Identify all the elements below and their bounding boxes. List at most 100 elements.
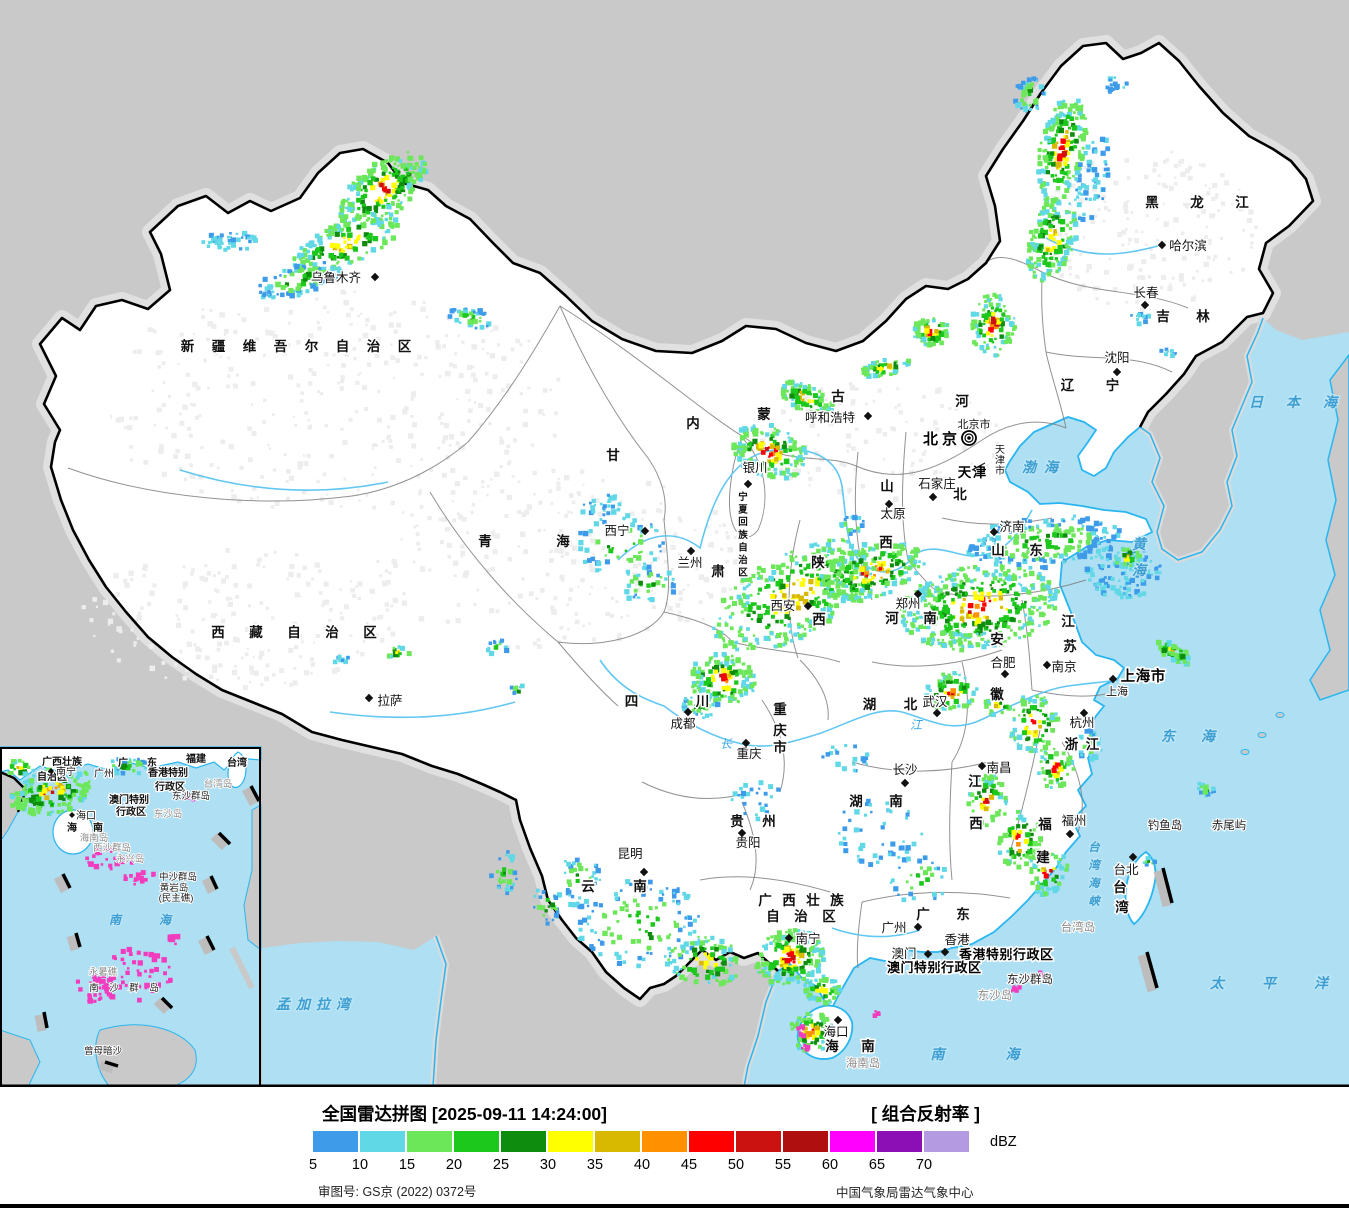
inset-taiwan — [227, 751, 247, 789]
inset-label: 香港特别 — [148, 766, 188, 779]
province-label: 云南 — [581, 878, 647, 894]
map-title: 全国雷达拼图 [2025-09-11 14:24:00] — [322, 1104, 607, 1124]
city-marker — [69, 812, 75, 818]
city-marker — [1140, 300, 1150, 310]
city-marker — [932, 708, 942, 718]
province-label: 自治区 — [766, 908, 836, 924]
city-marker — [743, 479, 753, 489]
city-marker — [913, 922, 923, 932]
sea-label: 渤海 — [1022, 459, 1061, 475]
foreign-coastline — [432, 935, 447, 1087]
province-label: 浙江 — [1065, 736, 1100, 752]
province-label: 庆 — [773, 722, 787, 738]
river-label: 江 — [910, 718, 924, 732]
municipality-label: 北京 — [923, 430, 957, 448]
inset-label: 海 — [67, 821, 77, 834]
city-label: 贵阳 — [735, 836, 760, 850]
city-marker — [1108, 674, 1118, 684]
legend-value: 25 — [492, 1157, 510, 1173]
city-marker — [683, 707, 693, 717]
legend-value: 45 — [680, 1157, 698, 1173]
province-label: 广东 — [916, 906, 970, 922]
legend-segment — [360, 1131, 405, 1152]
city-label: 香港 — [944, 933, 970, 947]
legend-segment — [454, 1131, 499, 1152]
municipality-label: 上海市 — [1121, 667, 1166, 685]
legend-segment — [501, 1131, 546, 1152]
ryukyu-island — [1275, 712, 1285, 718]
inset-label: 南沙群岛 — [89, 982, 159, 994]
small-place-label: 北京市 — [958, 417, 991, 431]
province-label: 西藏自治区 — [211, 624, 377, 640]
city-marker — [784, 933, 794, 943]
city-label: 太原 — [880, 506, 905, 521]
city-label: 海口 — [823, 1024, 848, 1039]
city-label: 台北 — [1113, 862, 1139, 877]
inset-label: 黄岩岛 — [160, 882, 189, 894]
province-label: 北 — [953, 487, 967, 502]
tianjin-leader-line — [971, 462, 986, 471]
credit-label: 中国气象局雷达气象中心 — [836, 1186, 974, 1200]
radar-echoes — [201, 76, 1216, 1053]
ryukyu-island — [1257, 732, 1267, 738]
city-marker — [737, 828, 747, 838]
legend-value: 5 — [308, 1157, 318, 1173]
province-label: 四川 — [625, 694, 710, 709]
legend-value: 40 — [633, 1157, 651, 1173]
city-label: 兰州 — [677, 556, 702, 570]
province-label: 山东 — [991, 542, 1043, 558]
province-label: 广西壮族 — [758, 892, 844, 908]
province-label: 西 — [812, 612, 826, 627]
inset-label: (民主礁) — [159, 892, 194, 904]
legend-value: 15 — [398, 1157, 416, 1173]
map-license-number: 审图号: GS京 (2022) 0372号 — [318, 1185, 477, 1199]
municipality-label: 天津 — [958, 464, 987, 480]
city-label: 武汉 — [922, 695, 948, 709]
province-label: 湖北 — [863, 697, 918, 712]
province-label: 新疆维吾尔自治区 — [181, 338, 412, 354]
city-marker — [1128, 852, 1138, 862]
inset-label: 海南岛 — [80, 832, 109, 844]
legend-segment — [924, 1131, 969, 1152]
legend-unit: dBZ — [990, 1134, 1017, 1150]
province-label: 福 — [1037, 816, 1052, 832]
legend-segment — [830, 1131, 875, 1152]
city-label: 澳门 — [891, 946, 916, 961]
city-marker — [48, 768, 54, 774]
sea-label: 黄海 — [1132, 536, 1149, 578]
island-label: 赤尾屿 — [1212, 819, 1247, 832]
city-marker — [686, 546, 696, 556]
city-label: 南京 — [1051, 659, 1076, 674]
province-label: 安 — [990, 631, 1004, 647]
legend-value: 60 — [821, 1157, 839, 1173]
legend-value: 50 — [727, 1157, 745, 1173]
inset-label: 澳门特别 — [109, 793, 149, 806]
inset-label: 东 — [147, 756, 157, 769]
province-label: 江 — [968, 773, 982, 789]
city-marker — [940, 947, 950, 957]
inset-malay — [0, 1029, 41, 1087]
sea-label: 孟加拉湾 — [276, 996, 353, 1012]
province-label: 贵州 — [730, 813, 776, 829]
city-label: 福州 — [1061, 813, 1086, 828]
sea-label: 东海 — [1161, 728, 1218, 744]
inset-label: 曾母暗沙 — [84, 1045, 123, 1057]
legend-segment — [313, 1131, 358, 1152]
city-marker — [977, 761, 987, 771]
china-radar-map: 新疆维吾尔自治区西藏自治区青 海甘肃内蒙古黑龙江吉 林辽 宁河北山西陕西山 东河南江苏安… — [0, 0, 1349, 1087]
municipality-label: 香港特别行政区 — [958, 947, 1053, 962]
province-label: 苏 — [1063, 638, 1077, 654]
island-label: 钓鱼岛 — [1148, 818, 1183, 832]
legend-value: 20 — [445, 1157, 463, 1173]
city-label: 广州 — [881, 921, 906, 935]
sea-label: 日本海 — [1249, 394, 1340, 410]
province-label: 江 — [1061, 613, 1075, 629]
nine-dash-line — [1137, 867, 1174, 993]
legend-values: 5 10 15 20 25 30 35 40 45 50 55 60 65 70 — [0, 1157, 1349, 1175]
city-marker — [1079, 708, 1089, 718]
inset-label: 广州 — [94, 768, 114, 780]
city-label: 昆明 — [617, 847, 642, 861]
sea-label: 南海 — [931, 1046, 1023, 1062]
province-label: 河南 — [885, 610, 937, 626]
city-marker — [741, 738, 751, 748]
